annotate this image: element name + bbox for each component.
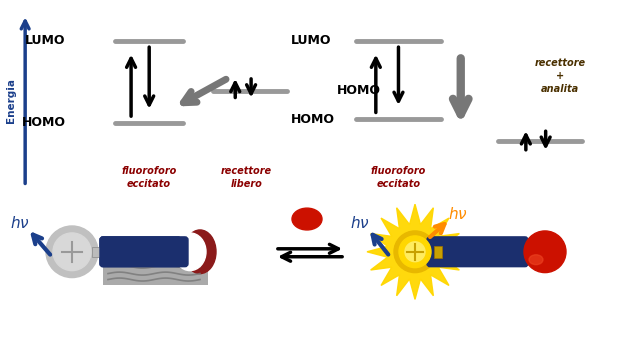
Polygon shape xyxy=(367,204,463,299)
Text: eccitato: eccitato xyxy=(376,180,421,189)
Ellipse shape xyxy=(529,255,543,265)
Text: Energia: Energia xyxy=(6,78,16,123)
Ellipse shape xyxy=(174,233,206,271)
FancyBboxPatch shape xyxy=(100,237,188,267)
Text: HOMO: HOMO xyxy=(21,116,65,129)
Ellipse shape xyxy=(46,226,98,277)
Text: libero: libero xyxy=(231,180,262,189)
Ellipse shape xyxy=(405,242,425,262)
Text: eccitato: eccitato xyxy=(127,180,171,189)
Ellipse shape xyxy=(524,231,566,273)
FancyBboxPatch shape xyxy=(100,237,188,267)
Ellipse shape xyxy=(292,208,322,230)
Ellipse shape xyxy=(53,233,91,271)
Text: analita: analita xyxy=(541,84,579,94)
Text: recettore: recettore xyxy=(221,166,272,176)
Ellipse shape xyxy=(399,236,431,268)
FancyBboxPatch shape xyxy=(103,261,208,284)
Ellipse shape xyxy=(394,231,436,273)
FancyBboxPatch shape xyxy=(427,237,528,267)
Text: +: + xyxy=(556,71,564,81)
Text: recettore: recettore xyxy=(534,58,586,68)
Text: HOMO: HOMO xyxy=(337,84,381,98)
Text: HOMO: HOMO xyxy=(291,112,335,126)
Text: $h\nu$: $h\nu$ xyxy=(448,206,468,222)
FancyBboxPatch shape xyxy=(434,246,442,258)
Text: fluoroforo: fluoroforo xyxy=(370,166,426,176)
Text: LUMO: LUMO xyxy=(291,34,331,47)
Ellipse shape xyxy=(184,230,216,274)
Text: fluoroforo: fluoroforo xyxy=(121,166,177,176)
Text: $h\nu$: $h\nu$ xyxy=(350,215,370,231)
Text: LUMO: LUMO xyxy=(25,34,65,47)
Text: $h\nu$: $h\nu$ xyxy=(10,215,30,231)
FancyBboxPatch shape xyxy=(92,247,102,257)
